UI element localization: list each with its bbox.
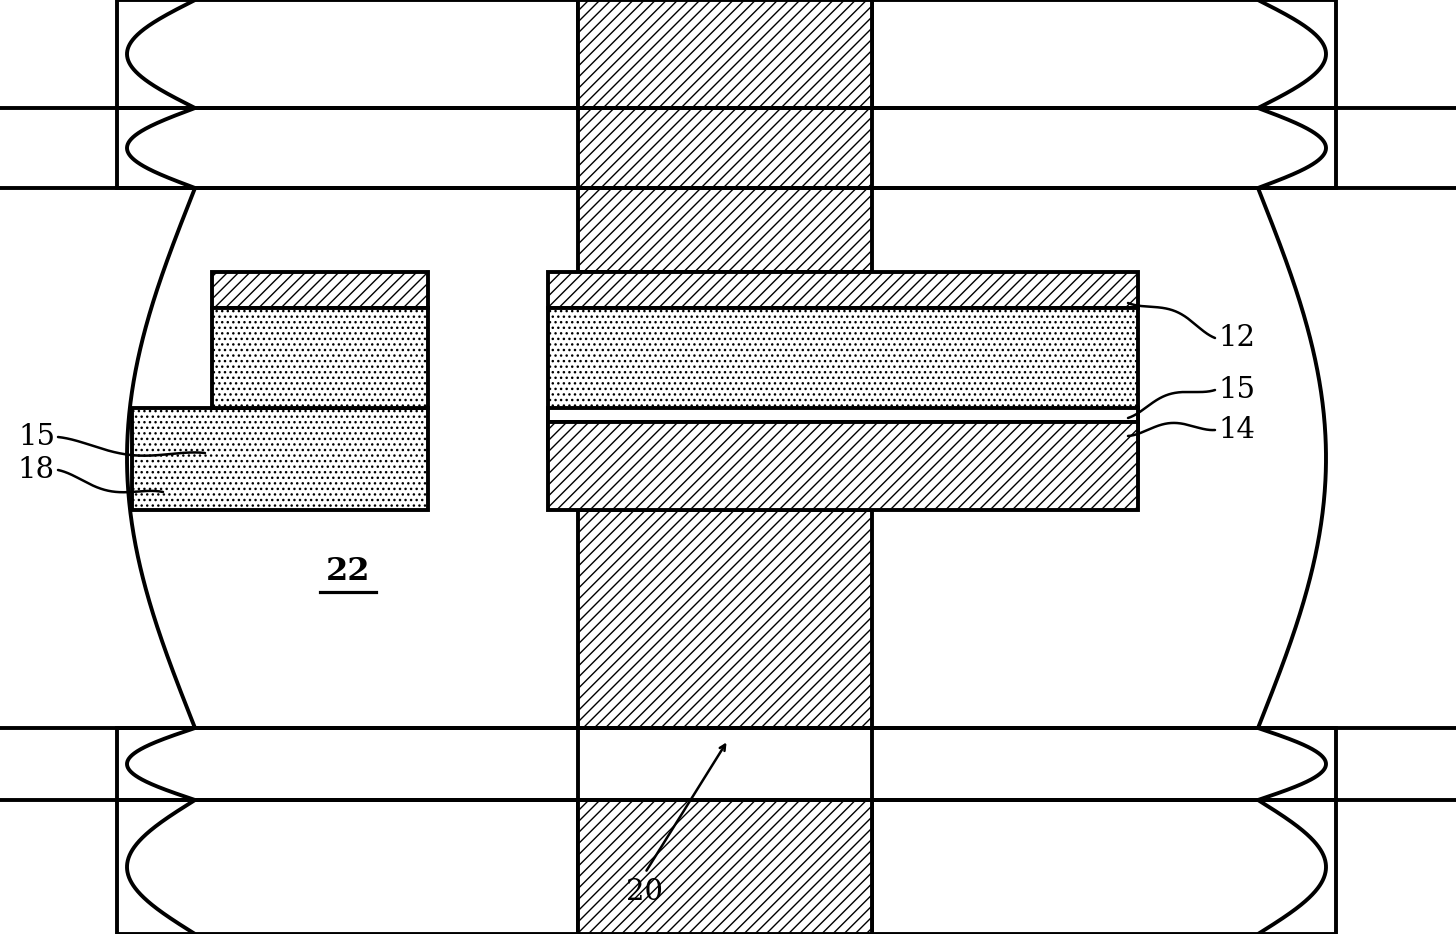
Text: 15: 15	[17, 423, 55, 451]
Bar	[578, 510, 872, 728]
Bar	[578, 188, 872, 272]
Bar	[547, 422, 1139, 510]
Bar	[872, 728, 1337, 800]
Bar	[132, 408, 428, 510]
Bar	[547, 308, 1139, 458]
Text: 14: 14	[1219, 416, 1255, 444]
Bar	[872, 800, 1337, 934]
Text: 18: 18	[17, 456, 55, 484]
Bar	[116, 0, 578, 108]
Bar	[213, 308, 428, 408]
Bar	[872, 0, 1337, 108]
Bar	[116, 108, 1337, 188]
Bar	[578, 0, 872, 108]
Text: 15: 15	[1219, 376, 1255, 404]
Bar	[116, 728, 578, 800]
Text: 22: 22	[326, 557, 370, 587]
Bar	[116, 800, 578, 934]
Bar	[578, 108, 872, 188]
Bar	[578, 800, 872, 934]
Text: 20: 20	[626, 878, 664, 906]
Text: 12: 12	[1219, 324, 1255, 352]
Bar	[547, 272, 1139, 308]
Bar	[116, 188, 1337, 728]
Bar	[213, 272, 428, 308]
Bar	[547, 408, 1139, 422]
